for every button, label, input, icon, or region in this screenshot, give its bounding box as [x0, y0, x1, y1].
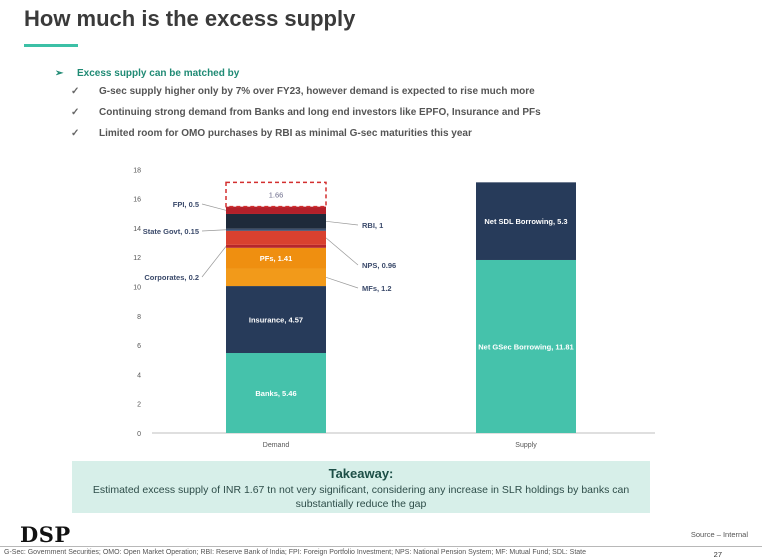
takeaway-text: Estimated excess supply of INR 1.67 tn n… — [92, 484, 630, 510]
page-title: How much is the excess supply — [24, 6, 356, 31]
bar-segment-fpi — [226, 206, 326, 214]
bar-segment-insurance — [226, 286, 326, 354]
takeaway-box: Takeaway: Estimated excess supply of INR… — [72, 461, 650, 513]
y-tick-label: 8 — [137, 314, 141, 321]
stacked-bar-chart: 0 2 4 6 8 10 12 14 16 18 Banks, 5.46 Insurance, 4.5… — [133, 167, 655, 449]
checkmark-icon: ✓ — [71, 128, 80, 139]
checkmark-icon: ✓ — [71, 86, 80, 97]
bar-segment-corporates — [226, 244, 326, 248]
bullet-list: ➢ Excess supply can be matched by ✓ G-sec … — [55, 68, 541, 149]
bar-segment-state-govt — [226, 228, 326, 231]
title-underline — [24, 44, 78, 47]
data-label-mfs: MFs, 1.2 — [362, 284, 392, 293]
data-label-banks: Banks, 5.46 — [255, 389, 296, 398]
y-tick-label: 6 — [137, 343, 141, 350]
data-label-fpi: FPI, 0.5 — [173, 200, 199, 209]
bullet-main-text: Excess supply can be matched by — [77, 68, 240, 79]
y-tick-label: 10 — [133, 285, 141, 292]
leader-line-corporates — [201, 246, 227, 278]
bullet-item: ✓ G-sec supply higher only by 7% over FY2… — [55, 86, 541, 107]
bar-segment-banks — [226, 353, 326, 433]
data-label-net-sdl-borrowing: Net SDL Borrowing, 5.3 — [484, 217, 567, 226]
leader-line-mfs — [325, 276, 359, 289]
y-tick-label: 18 — [133, 167, 141, 174]
bar-segment-pfs — [226, 247, 326, 269]
page-number: 27 — [713, 550, 722, 559]
leader-line-state-govt — [201, 229, 227, 232]
bullet-item: ✓ Continuing strong demand from Banks and… — [55, 107, 541, 128]
takeaway-title: Takeaway: — [328, 466, 394, 481]
leader-line-fpi — [201, 203, 227, 211]
y-tick-label: 14 — [133, 226, 141, 233]
y-tick-label: 12 — [133, 255, 141, 262]
dsp-logo: DSP — [20, 522, 71, 547]
y-tick-label: 2 — [137, 402, 141, 409]
footer-divider — [0, 546, 762, 547]
abbreviation-footnote: G-Sec: Government Securities; OMO: Open … — [4, 549, 587, 556]
excess-supply-gap-box — [225, 181, 327, 208]
data-label-state-govt: State Govt, 0.15 — [143, 227, 199, 236]
bullet-item-text: Limited room for OMO purchases by RBI as… — [99, 128, 472, 139]
data-label-nps: NPS, 0.96 — [362, 261, 396, 270]
bar-segment-rbi — [226, 213, 326, 229]
bar-segment-net-sdl-borrowing — [476, 182, 576, 260]
data-label-net-gsec-borrowing: Net GSec Borrowing, 11.81 — [478, 342, 573, 351]
bar-segment-nps — [226, 230, 326, 245]
data-label-rbi: RBI, 1 — [362, 221, 383, 230]
bullet-item-text: Continuing strong demand from Banks and … — [99, 107, 541, 118]
x-category-label: Demand — [263, 442, 290, 449]
bar-segment-mfs — [226, 268, 326, 287]
leader-line-nps — [325, 237, 359, 266]
bullet-item: ✓ Limited room for OMO purchases by RBI a… — [55, 128, 541, 149]
gap-value-label: 1.66 — [269, 190, 284, 199]
data-label-pfs: PFs, 1.41 — [260, 254, 293, 263]
y-tick-label: 16 — [133, 197, 141, 204]
y-tick-label: 0 — [137, 431, 141, 438]
bullet-main: ➢ Excess supply can be matched by — [55, 68, 541, 86]
bullet-item-text: G-sec supply higher only by 7% over FY23… — [99, 86, 535, 97]
leader-line-rbi — [325, 220, 359, 226]
source-note: Source – Internal — [690, 530, 748, 539]
arrow-bullet-icon: ➢ — [55, 68, 64, 79]
checkmark-icon: ✓ — [71, 107, 80, 118]
y-tick-label: 4 — [137, 372, 141, 379]
x-category-label: Supply — [515, 442, 537, 449]
bar-segment-net-gsec-borrowing — [476, 259, 576, 433]
data-label-insurance: Insurance, 4.57 — [249, 316, 303, 325]
data-label-corporates: Corporates, 0.2 — [144, 273, 199, 282]
